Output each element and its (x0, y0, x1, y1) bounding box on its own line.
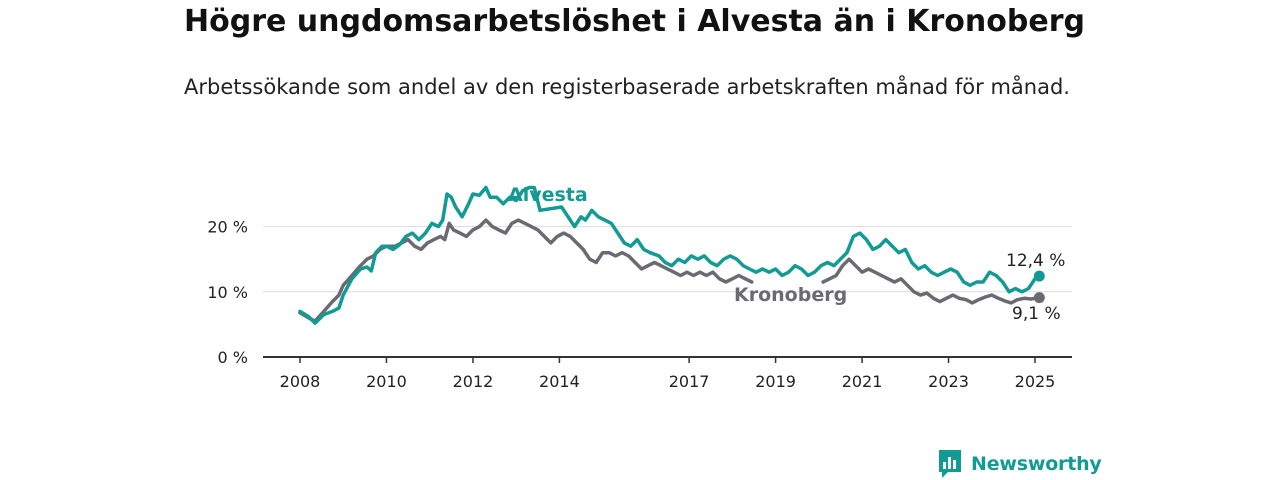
chart-labels: Alvesta Kronoberg 12,4 % 9,1 % (508, 184, 1065, 324)
y-tick-label: 10 % (207, 283, 248, 302)
x-tick-label: 2008 (280, 372, 321, 391)
x-tick-label: 2019 (755, 372, 796, 391)
x-tick-label: 2021 (842, 372, 883, 391)
newsworthy-logo: Newsworthy (937, 448, 1102, 480)
series-line-alvesta (298, 185, 1042, 325)
y-tick-label: 20 % (207, 218, 248, 237)
page-title: Högre ungdomsarbetslöshet i Alvesta än i… (184, 4, 1085, 39)
y-tick-label: 0 % (218, 348, 248, 367)
series-line-kronoberg (298, 218, 754, 323)
series-line-kronoberg (821, 257, 1042, 305)
x-tick-label: 2017 (669, 372, 710, 391)
x-tick-label: 2025 (1015, 372, 1056, 391)
end-point-kronoberg (1033, 292, 1045, 304)
x-tick-label: 2010 (366, 372, 407, 391)
end-point-alvesta (1033, 270, 1045, 282)
page-subtitle: Arbetssökande som andel av den registerb… (184, 75, 1070, 99)
x-tick-label: 2014 (539, 372, 580, 391)
brand-name: Newsworthy (971, 453, 1102, 475)
x-tick-label: 2012 (453, 372, 494, 391)
series-label-kronoberg: Kronoberg (734, 284, 847, 306)
end-label-alvesta: 12,4 % (1006, 251, 1065, 271)
gridlines: 0 % 10 % 20 % (207, 218, 1072, 367)
series-lines (298, 185, 1045, 325)
x-axis: 2008 2010 2012 2014 2017 2019 2021 2023 2025 (263, 356, 1072, 391)
line-chart: 0 % 10 % 20 % 2008 2010 2012 2014 2017 2019 2021… (207, 184, 1072, 391)
bar-chart-icon (939, 450, 961, 478)
end-label-kronoberg: 9,1 % (1012, 304, 1061, 324)
x-tick-label: 2023 (928, 372, 969, 391)
series-label-alvesta: Alvesta (508, 184, 588, 206)
